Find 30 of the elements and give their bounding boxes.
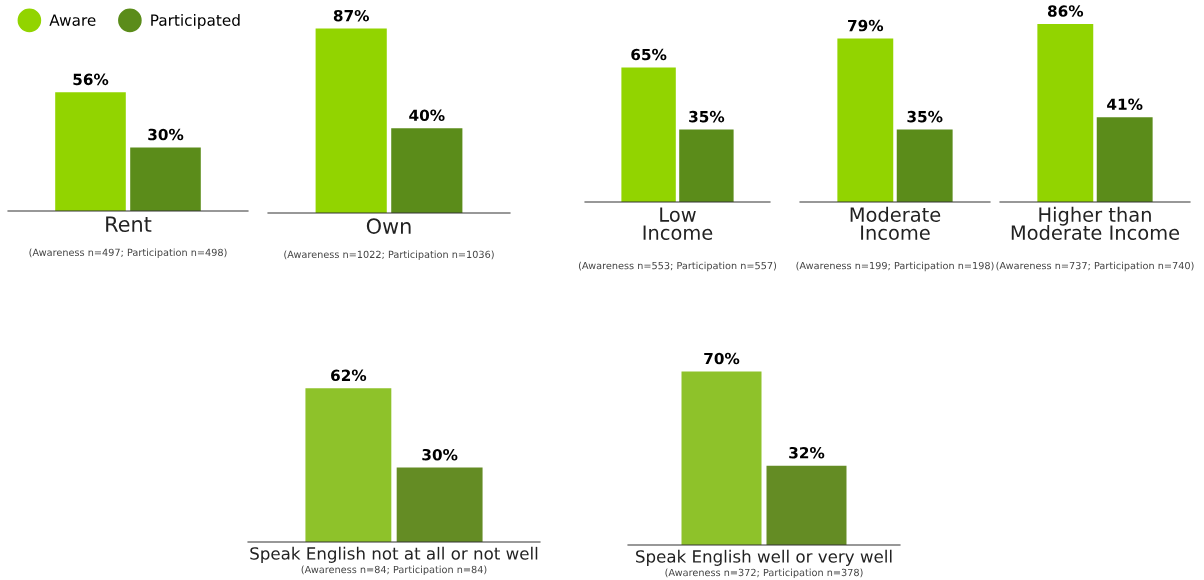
x-axis-title: Low Income — [643, 207, 713, 240]
data-label: 86% — [1047, 5, 1084, 17]
x-axis-title: Moderate Income — [850, 206, 941, 240]
data-label: 32% — [789, 446, 825, 459]
data-label: 79% — [848, 19, 884, 32]
text: (Awareness n=199; Participation n=198) — [796, 261, 994, 272]
text: (Awareness n=372; Participation n=378) — [665, 568, 863, 579]
text: (Awareness n=497; Participation n=498) — [29, 248, 227, 258]
data-label: 30% — [148, 128, 184, 141]
data-label: 87% — [333, 9, 369, 22]
data-label: 65% — [631, 48, 667, 61]
x-axis-title: Higher than Moderate Income — [1011, 206, 1180, 240]
x-axis-title: Speak English well or very well — [636, 549, 892, 566]
data-label: 56% — [73, 73, 109, 86]
data-label: 35% — [689, 110, 725, 123]
text: (Awareness n=1022; Participation n=1036) — [284, 250, 494, 260]
legend-label: Aware — [49, 14, 96, 26]
data-label: 40% — [409, 109, 445, 122]
text: (Awareness n=553; Participation n=557) — [578, 261, 777, 272]
x-axis-title: Speak English not at all or not well — [250, 546, 538, 563]
legend-label: Participated — [151, 14, 240, 29]
data-label: 62% — [331, 369, 367, 382]
data-label: 70% — [704, 352, 740, 365]
text: (Awareness n=84; Participation n=84) — [301, 565, 487, 576]
data-label: 41% — [1107, 98, 1143, 110]
text: (Awareness n=737; Participation n=740) — [996, 261, 1194, 272]
data-label: 35% — [907, 110, 943, 123]
data-label: 30% — [422, 448, 458, 461]
x-axis-title: Own — [366, 218, 411, 234]
x-axis-title: Rent — [106, 216, 152, 232]
